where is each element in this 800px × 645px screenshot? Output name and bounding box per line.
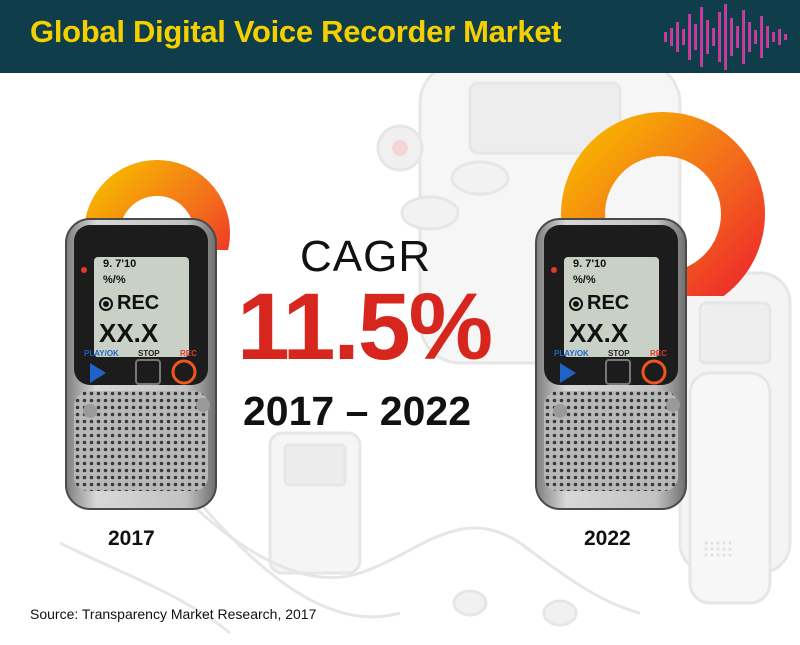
device-2022-value: XX.X bbox=[569, 318, 629, 348]
device-2022-time: 9. 7'10 bbox=[573, 258, 607, 270]
device-2022-play-label: PLAY/OK bbox=[554, 349, 589, 358]
voice-recorder-icon bbox=[65, 218, 217, 510]
cagr-label: CAGR bbox=[300, 232, 432, 281]
device-2017-stop-label: STOP bbox=[138, 349, 160, 358]
header-bar: Global Digital Voice Recorder Market bbox=[0, 0, 800, 73]
year-label-2022: 2022 bbox=[584, 527, 631, 550]
device-2022-rec: REC bbox=[587, 292, 630, 314]
device-2022-screen: 9. 7'10 %/% REC XX.X bbox=[565, 258, 657, 358]
cagr-period: 2017 – 2022 bbox=[243, 388, 472, 434]
device-2022-stop-label: STOP bbox=[608, 349, 630, 358]
device-2017-screen: 9. 7'10 %/% REC XX.X bbox=[95, 258, 187, 358]
device-2022-rec-label: REC bbox=[650, 349, 667, 358]
device-2017-time: 9. 7'10 bbox=[103, 258, 137, 270]
year-label-2017: 2017 bbox=[108, 527, 155, 550]
voice-recorder-icon bbox=[535, 218, 687, 510]
source-note: Source: Transparency Market Research, 20… bbox=[30, 606, 317, 622]
device-2017-rec-label: REC bbox=[180, 349, 197, 358]
page-title: Global Digital Voice Recorder Market bbox=[30, 14, 562, 49]
device-2017-line2: %/% bbox=[103, 274, 126, 286]
record-dot-icon bbox=[99, 297, 113, 311]
device-2017-play-label: PLAY/OK bbox=[84, 349, 119, 358]
device-2022-line2: %/% bbox=[573, 274, 596, 286]
record-dot-icon bbox=[569, 297, 583, 311]
device-2017-rec: REC bbox=[117, 292, 160, 314]
cagr-value: 11.5% bbox=[237, 274, 493, 380]
device-2017-value: XX.X bbox=[99, 318, 159, 348]
sound-wave-icon bbox=[664, 4, 787, 70]
